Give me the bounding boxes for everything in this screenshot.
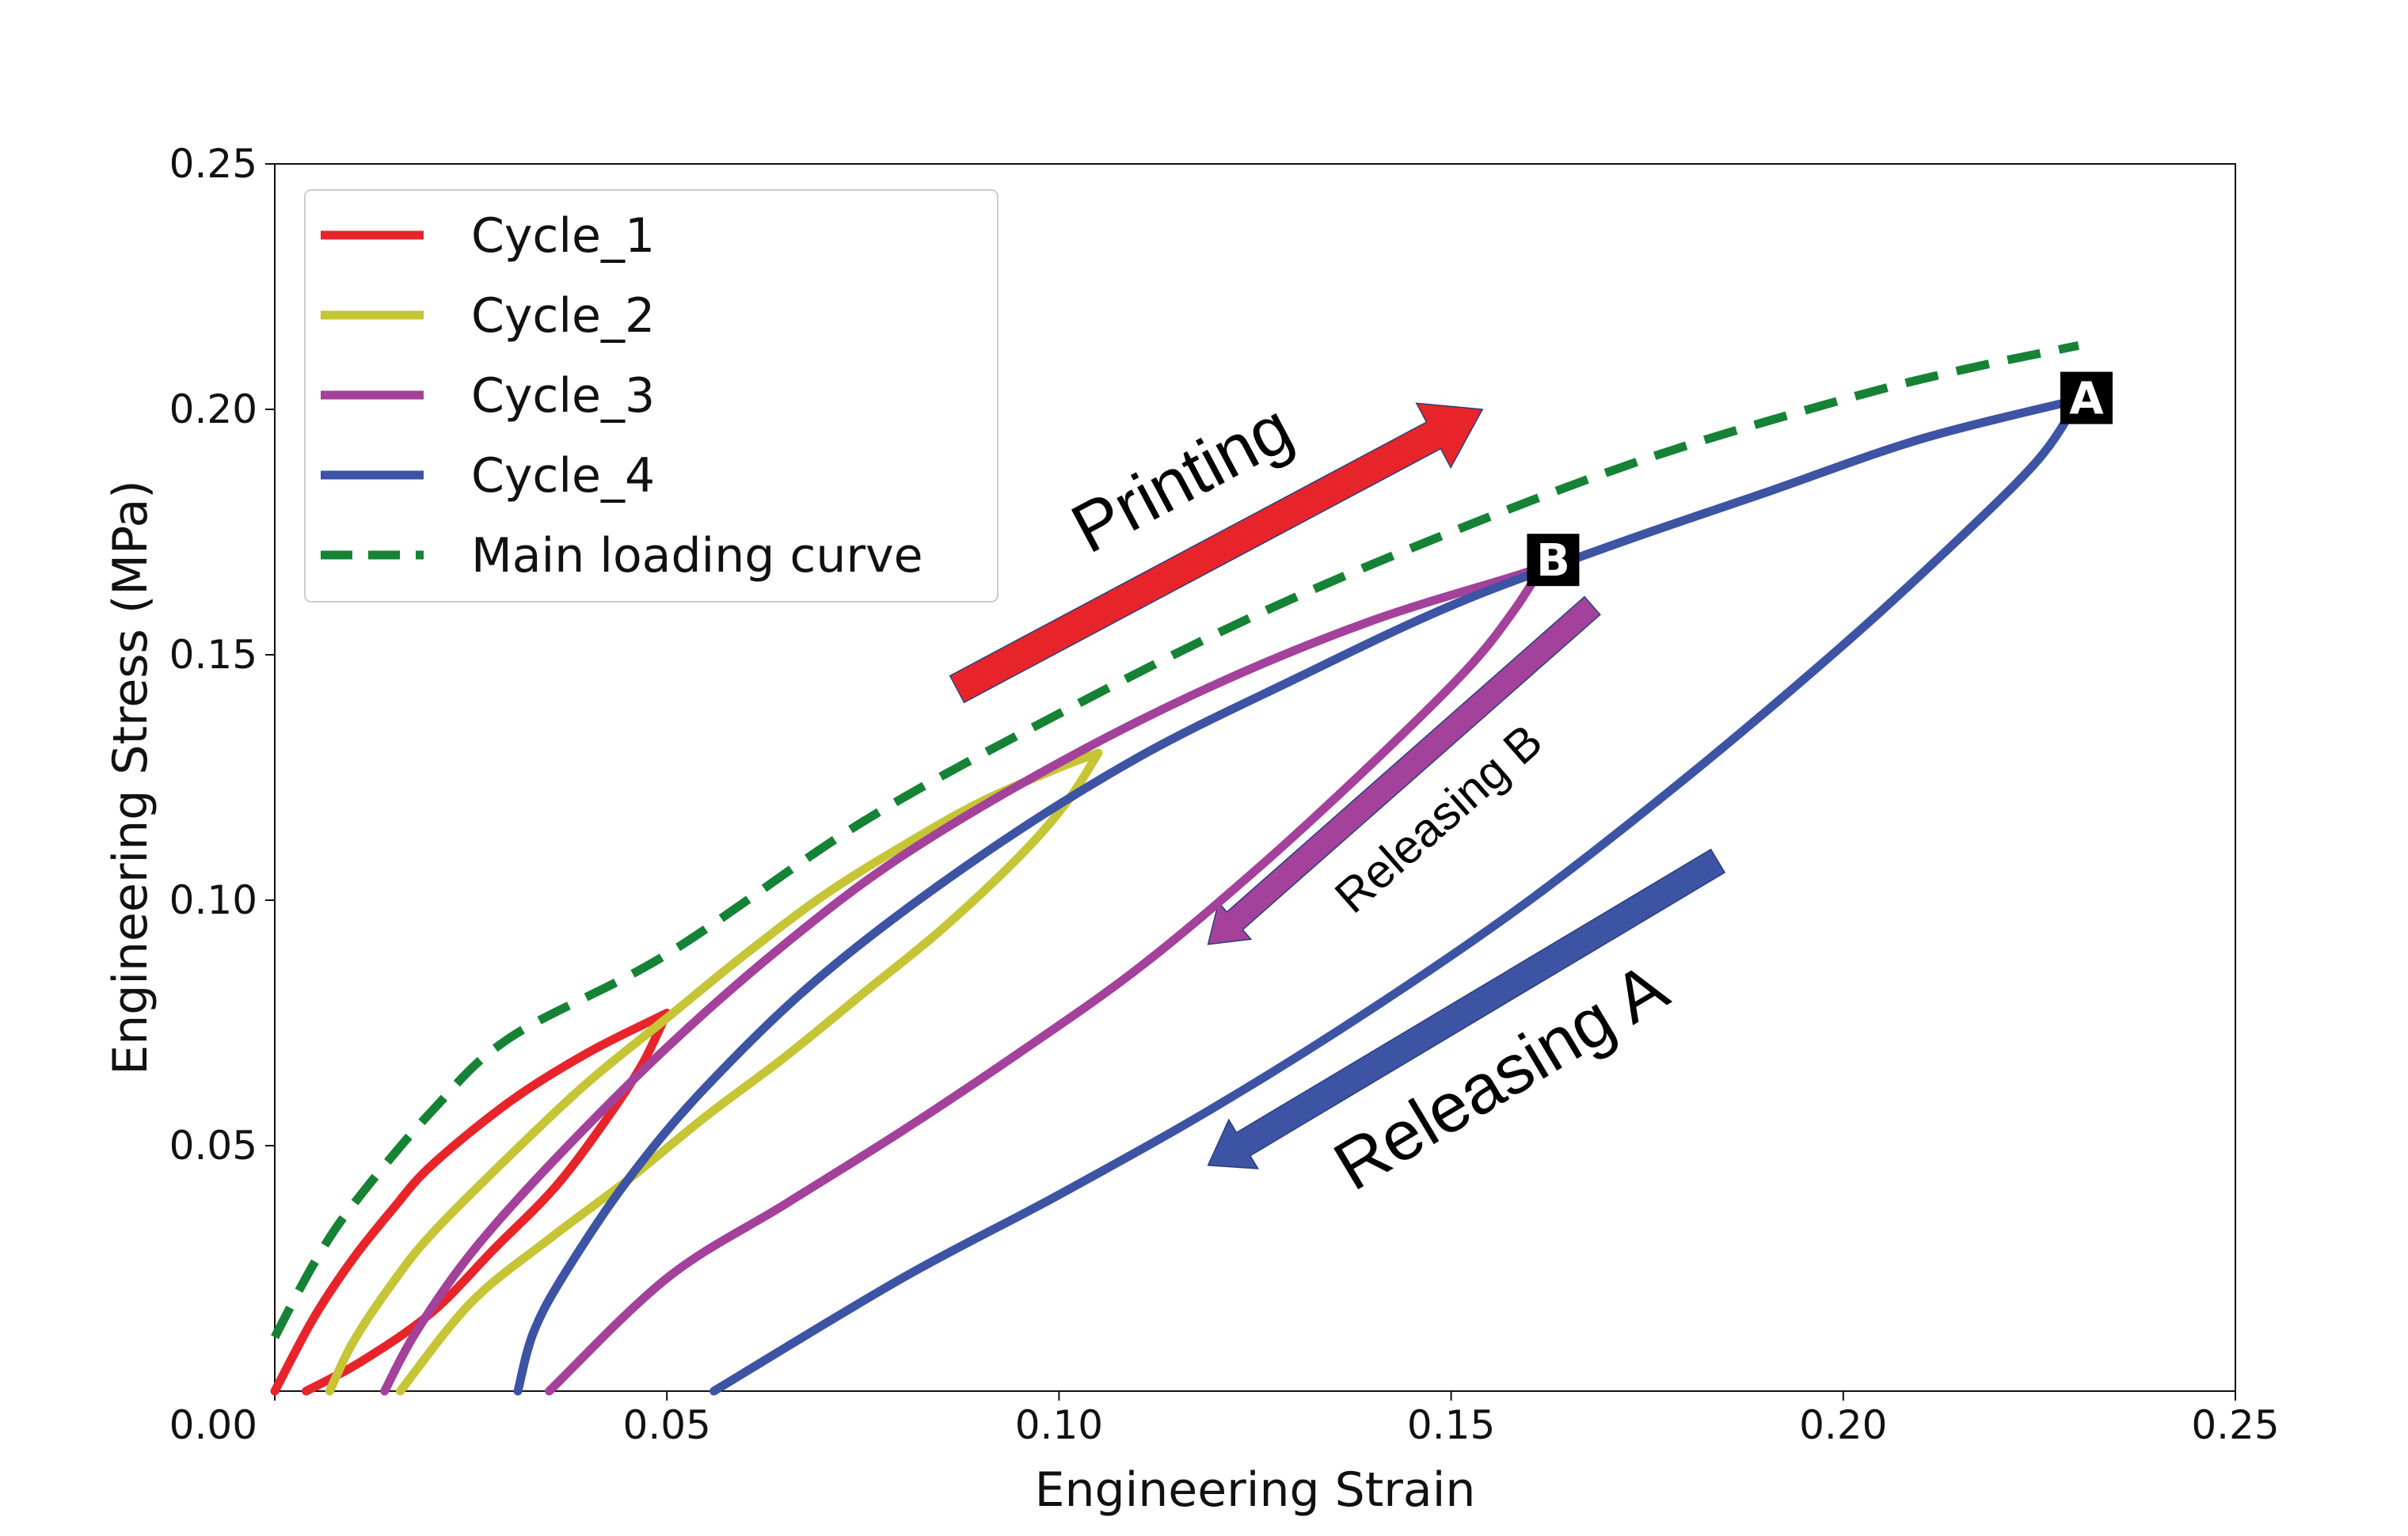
y-tick-label: 0.15 — [169, 632, 257, 678]
point-marker-a — [2060, 371, 2113, 424]
data-series — [270, 341, 2083, 1396]
series-line-cycle-4-loading — [513, 395, 2083, 1396]
x-tick-label: 0.25 — [2191, 1402, 2279, 1448]
y-axis-title: Engineering Stress (MPa) — [103, 480, 158, 1074]
series-line-main-loading-curve — [271, 341, 2080, 1340]
legend-label: Cycle_4 — [471, 448, 655, 504]
point-markers: AB — [1527, 371, 2113, 587]
series-line-cycle-3-loading — [380, 557, 1552, 1396]
y-tick-label: 0.20 — [169, 386, 257, 432]
annotation-arrow — [1207, 848, 1726, 1169]
plot-area — [274, 163, 2236, 1392]
legend-label: Cycle_2 — [471, 288, 655, 344]
x-tick-label: 0.20 — [1799, 1402, 1887, 1448]
x-tick-label: 0.10 — [1015, 1402, 1103, 1448]
origin-tick-label: 0.00 — [169, 1402, 257, 1448]
series-line-cycle-4-unloading — [709, 395, 2083, 1396]
series-line-cycle-3-unloading — [545, 557, 1550, 1396]
y-tick-label: 0.05 — [169, 1123, 257, 1169]
point-marker-label: B — [1536, 535, 1570, 587]
plot-border — [274, 163, 2236, 1392]
x-tick-label: 0.05 — [623, 1402, 711, 1448]
series-line-cycle-2-unloading — [396, 748, 1103, 1396]
series-line-cycle-2-loading — [325, 748, 1103, 1396]
point-marker-label: A — [2069, 374, 2104, 425]
x-axis-title: Engineering Strain — [1035, 1462, 1476, 1518]
legend-box — [304, 189, 999, 603]
axis-ticks: 0.05 0.10 0.15 0.20 0.25 0.05 0.10 0.15 0.20 0.25… — [169, 141, 2280, 1448]
x-tick-label: 0.15 — [1407, 1402, 1495, 1448]
annotation-arrow — [1207, 595, 1601, 945]
annotation-arrow — [949, 402, 1484, 704]
series-line-cycle-1-loading — [270, 1009, 671, 1396]
legend-label: Cycle_3 — [471, 368, 655, 424]
legend: Cycle_1 Cycle_2 Cycle_3 Cycle_4 Main loading… — [304, 189, 999, 603]
legend-label: Cycle_1 — [471, 208, 655, 264]
y-tick-label: 0.10 — [169, 877, 257, 923]
legend-label: Main loading curve — [471, 528, 923, 584]
y-tick-label: 0.25 — [169, 141, 257, 187]
point-marker-b — [1527, 534, 1580, 587]
